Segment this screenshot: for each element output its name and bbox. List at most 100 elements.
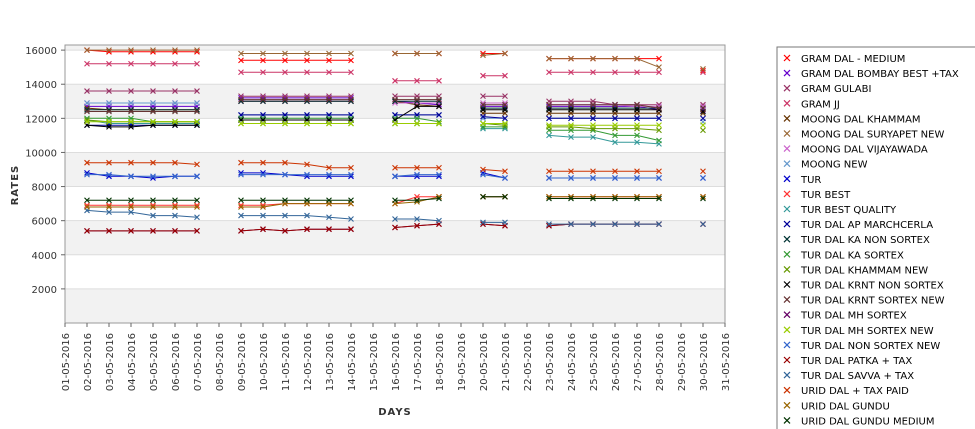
point-marker [84,88,90,94]
x-tick-label: 11-05-2016 [281,333,292,391]
point-marker [414,96,420,103]
legend-label: GRAM JJ [801,99,840,110]
point-marker [502,168,508,175]
data-point [260,212,266,219]
point-marker [436,96,442,103]
data-point [128,197,134,204]
series-17 [84,96,706,115]
point-marker [590,55,596,62]
data-point [634,132,640,139]
point-marker [656,127,662,134]
data-point [568,175,574,181]
legend-marker [783,220,791,228]
plot-band [65,45,725,51]
data-point [172,212,178,219]
point-marker [700,115,706,122]
data-point [128,118,134,125]
point-marker [612,106,618,113]
point-marker [546,122,552,129]
point-marker [128,209,134,216]
point-marker [172,173,178,180]
point-marker [546,168,552,175]
point-marker [172,60,178,67]
point-marker [480,166,486,173]
data-point [414,96,420,103]
legend-box [776,46,975,429]
data-point [348,197,354,204]
point-marker [414,171,420,178]
data-point [656,127,662,134]
point-marker [128,47,134,54]
series-line [549,104,660,109]
point-marker [106,100,112,106]
point-marker [634,122,640,129]
legend-marker [783,114,791,122]
legend-label: GRAM DAL - MEDIUM [801,54,905,65]
point-marker [414,115,420,122]
data-point [612,175,618,181]
data-point [700,127,706,134]
data-point [700,110,706,117]
data-point [304,69,310,76]
legend-marker [783,341,791,349]
series-line [549,105,660,111]
point-marker [150,100,156,106]
data-point [612,122,618,129]
legend-item: TUR DAL SAVVA + TAX [783,371,914,382]
point-marker [304,96,310,103]
data-point [612,55,618,62]
point-marker [568,195,574,202]
point-marker [282,197,288,204]
point-marker [480,100,486,106]
point-marker [172,159,178,166]
series-22 [84,207,706,227]
gridlines [65,49,725,290]
point-marker [84,100,90,106]
point-marker [700,193,706,200]
data-point [590,122,596,129]
point-marker [568,69,574,76]
legend-marker [783,356,791,364]
data-point [150,118,156,125]
point-marker [128,173,134,180]
point-marker [502,120,508,127]
data-point [700,193,706,200]
plot-band [65,152,725,187]
data-point [656,122,662,129]
point-marker [150,159,156,166]
point-marker [194,161,200,168]
legend-item: GRAM DAL - MEDIUM [783,54,905,65]
legend-label: TUR DAL PATKA + TAX [800,356,912,367]
point-marker [106,47,112,54]
data-point [392,173,398,180]
data-point [282,228,288,234]
data-point [194,228,200,234]
data-point [612,115,618,122]
point-marker [128,159,134,166]
data-point [436,171,442,178]
point-marker [172,204,178,210]
point-marker [656,221,662,227]
point-marker [84,106,90,113]
point-marker [634,69,640,76]
data-point [238,69,244,76]
data-point [392,224,398,231]
data-point [700,195,706,202]
point-marker [282,69,288,76]
point-marker [84,118,90,125]
data-point [304,161,310,168]
data-point [546,132,552,139]
point-marker [172,88,178,94]
point-marker [590,134,596,140]
plot-background-bands [65,45,725,323]
legend-marker [783,281,791,288]
data-point [414,120,420,127]
data-point [590,221,596,227]
legend-label: TUR DAL KA SORTEX [800,250,904,261]
point-marker [348,57,354,64]
data-point [150,47,156,54]
point-marker [238,96,244,103]
legend-label: TUR BEST QUALITY [800,205,897,216]
data-point [348,216,354,222]
point-marker [260,120,266,127]
